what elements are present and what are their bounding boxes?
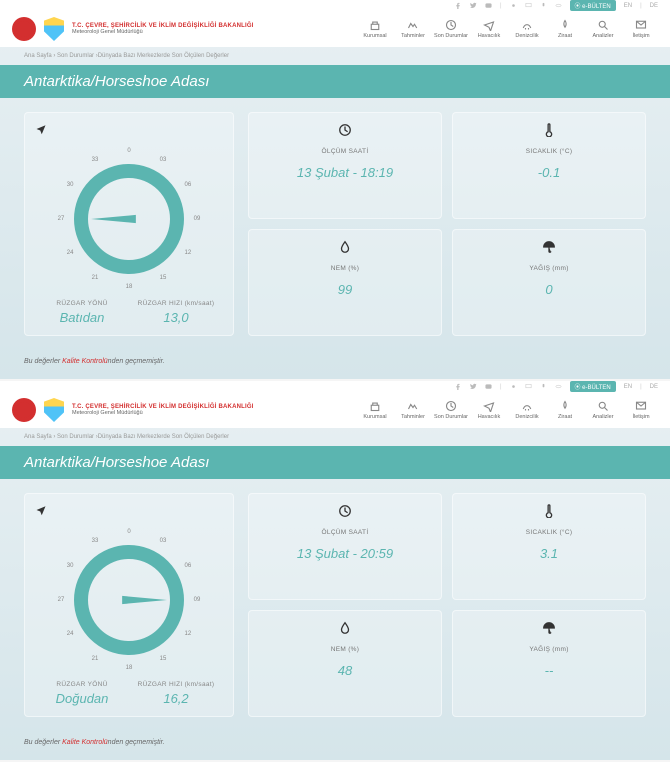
- eye-icon[interactable]: [555, 2, 562, 9]
- plane-icon: [35, 123, 47, 135]
- header: T.C. ÇEVRE, ŞEHİRCİLİK VE İKLİM DEĞİŞİKL…: [0, 11, 670, 47]
- nav-kurumsal[interactable]: Kurumsal: [358, 400, 392, 420]
- thermometer-icon: [542, 123, 556, 137]
- twitter-icon[interactable]: [470, 2, 477, 9]
- wind-speed-value: 16,2: [129, 691, 223, 706]
- measurement-time-card: ÖLÇÜM SAATİ13 Şubat - 20:59: [248, 493, 442, 600]
- breadcrumb[interactable]: Ana Sayfa › Son Durumlar ›Dünyada Bazı M…: [0, 428, 670, 446]
- precipitation-value: --: [463, 663, 635, 678]
- quality-note: Bu değerler Kalite Kontrolünden geçmemiş…: [0, 731, 670, 760]
- logo-tc: [12, 398, 36, 422]
- youtube-icon[interactable]: [485, 2, 492, 9]
- mic-icon[interactable]: [540, 2, 547, 9]
- precipitation-card: YAĞIŞ (mm)--: [452, 610, 646, 717]
- humidity-card: NEM (%)99: [248, 229, 442, 336]
- wind-direction-value: Doğudan: [35, 691, 129, 706]
- plane-icon: [35, 504, 47, 516]
- nav-son durumlar[interactable]: Son Durumlar: [434, 19, 468, 39]
- wind-card: 00306091215182124273033RÜZGAR YÖNÜDoğuda…: [24, 493, 234, 717]
- nav-ziraat[interactable]: Ziraat: [548, 400, 582, 420]
- nav-son durumlar[interactable]: Son Durumlar: [434, 400, 468, 420]
- wind-speed-value: 13,0: [129, 310, 223, 325]
- logo-meteoroloji: [44, 398, 64, 422]
- temperature-value: -0.1: [463, 165, 635, 180]
- measurement-time-value: 13 Şubat - 18:19: [259, 165, 431, 180]
- umbrella-icon: [542, 621, 556, 635]
- breadcrumb[interactable]: Ana Sayfa › Son Durumlar ›Dünyada Bazı M…: [0, 47, 670, 65]
- umbrella-icon: [542, 240, 556, 254]
- quality-note: Bu değerler Kalite Kontrolünden geçmemiş…: [0, 350, 670, 379]
- sun-icon[interactable]: [510, 2, 517, 9]
- humidity-value: 48: [259, 663, 431, 678]
- temperature-card: SICAKLIK (°C)-0.1: [452, 112, 646, 219]
- twitter-icon[interactable]: [470, 383, 477, 390]
- humidity-value: 99: [259, 282, 431, 297]
- nav-i̇letişim[interactable]: İletişim: [624, 19, 658, 39]
- eye-icon[interactable]: [555, 383, 562, 390]
- header: T.C. ÇEVRE, ŞEHİRCİLİK VE İKLİM DEĞİŞİKL…: [0, 392, 670, 428]
- temperature-value: 3.1: [463, 546, 635, 561]
- measurement-time-value: 13 Şubat - 20:59: [259, 546, 431, 561]
- dept-title: Meteoroloji Genel Müdürlüğü: [72, 410, 350, 416]
- clock-icon: [338, 504, 352, 518]
- precipitation-value: 0: [463, 282, 635, 297]
- nav-analizler[interactable]: Analizler: [586, 400, 620, 420]
- logo-meteoroloji: [44, 17, 64, 41]
- nav-denizcilik[interactable]: Denizcilik: [510, 400, 544, 420]
- temperature-card: SICAKLIK (°C)3.1: [452, 493, 646, 600]
- lang-de[interactable]: DE: [650, 3, 658, 9]
- wind-compass: 00306091215182124273033: [54, 525, 204, 675]
- facebook-icon[interactable]: [455, 383, 462, 390]
- dept-title: Meteoroloji Genel Müdürlüğü: [72, 29, 350, 35]
- nav-denizcilik[interactable]: Denizcilik: [510, 19, 544, 39]
- logo-tc: [12, 17, 36, 41]
- sun-icon[interactable]: [510, 383, 517, 390]
- lang-en[interactable]: EN: [624, 3, 632, 9]
- wind-card: 00306091215182124273033RÜZGAR YÖNÜBatıda…: [24, 112, 234, 336]
- droplet-icon: [338, 240, 352, 254]
- nav-tahminler[interactable]: Tahminler: [396, 400, 430, 420]
- nav-ziraat[interactable]: Ziraat: [548, 19, 582, 39]
- humidity-card: NEM (%)48: [248, 610, 442, 717]
- precipitation-card: YAĞIŞ (mm)0: [452, 229, 646, 336]
- ebulten-button[interactable]: ⦿ e-BÜLTEN: [570, 0, 616, 11]
- monitor-icon[interactable]: [525, 383, 532, 390]
- nav-havacılık[interactable]: Havacılık: [472, 400, 506, 420]
- clock-icon: [338, 123, 352, 137]
- lang-de[interactable]: DE: [650, 384, 658, 390]
- lang-en[interactable]: EN: [624, 384, 632, 390]
- wind-direction-value: Batıdan: [35, 310, 129, 325]
- mic-icon[interactable]: [540, 383, 547, 390]
- droplet-icon: [338, 621, 352, 635]
- nav-kurumsal[interactable]: Kurumsal: [358, 19, 392, 39]
- nav-analizler[interactable]: Analizler: [586, 19, 620, 39]
- nav-i̇letişim[interactable]: İletişim: [624, 400, 658, 420]
- monitor-icon[interactable]: [525, 2, 532, 9]
- nav-tahminler[interactable]: Tahminler: [396, 19, 430, 39]
- measurement-time-card: ÖLÇÜM SAATİ13 Şubat - 18:19: [248, 112, 442, 219]
- wind-compass: 00306091215182124273033: [54, 144, 204, 294]
- facebook-icon[interactable]: [455, 2, 462, 9]
- nav-havacılık[interactable]: Havacılık: [472, 19, 506, 39]
- youtube-icon[interactable]: [485, 383, 492, 390]
- social-bar: |⦿ e-BÜLTENEN|DE: [0, 0, 670, 11]
- page-title: Antarktika/Horseshoe Adası: [0, 65, 670, 98]
- ebulten-button[interactable]: ⦿ e-BÜLTEN: [570, 381, 616, 392]
- thermometer-icon: [542, 504, 556, 518]
- social-bar: |⦿ e-BÜLTENEN|DE: [0, 381, 670, 392]
- page-title: Antarktika/Horseshoe Adası: [0, 446, 670, 479]
